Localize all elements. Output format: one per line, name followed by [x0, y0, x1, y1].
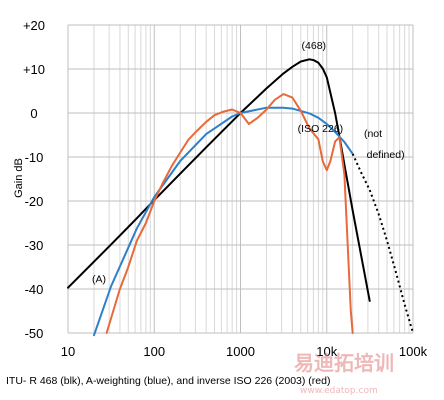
- y-tick-label: +10: [23, 62, 45, 77]
- y-tick-label: -50: [25, 326, 44, 341]
- annotation-label: (not: [364, 128, 382, 140]
- series-line-3: [105, 93, 354, 334]
- y-tick-label: -20: [25, 194, 44, 209]
- x-tick-label: 10: [61, 344, 75, 359]
- series-line-1: [93, 106, 354, 337]
- watermark-url: www.edatop.com: [300, 386, 378, 396]
- x-tick-label: 100k: [399, 344, 428, 359]
- y-tick-label: -40: [25, 282, 44, 297]
- y-tick-label: 0: [30, 106, 37, 121]
- series-layer: [67, 58, 414, 337]
- y-axis-ticks: +20 +10 0 -10 -20 -30 -40 -50: [23, 18, 45, 341]
- annotations: (468) (ISO 226) (A) (not defined): [92, 40, 405, 285]
- y-tick-label: -10: [25, 150, 44, 165]
- x-tick-label: 10k: [316, 344, 337, 359]
- annotation-label: (ISO 226): [298, 123, 344, 135]
- grid: [67, 24, 414, 334]
- series-line-0: [67, 58, 371, 302]
- annotation-label: defined): [367, 149, 405, 161]
- watermark-logo: 易迪拓培训: [294, 351, 394, 375]
- annotation-label: (A): [92, 273, 106, 285]
- y-tick-label: +20: [23, 18, 45, 33]
- x-axis-ticks: 10 100 1000 10k 100k: [61, 344, 428, 359]
- x-tick-label: 1000: [226, 344, 255, 359]
- y-tick-label: -30: [25, 238, 44, 253]
- x-tick-label: 100: [143, 344, 165, 359]
- caption: ITU- R 468 (blk), A-weighting (blue), an…: [6, 375, 330, 387]
- annotation-label: (468): [302, 40, 327, 52]
- y-axis-title: Gain dB: [13, 158, 25, 198]
